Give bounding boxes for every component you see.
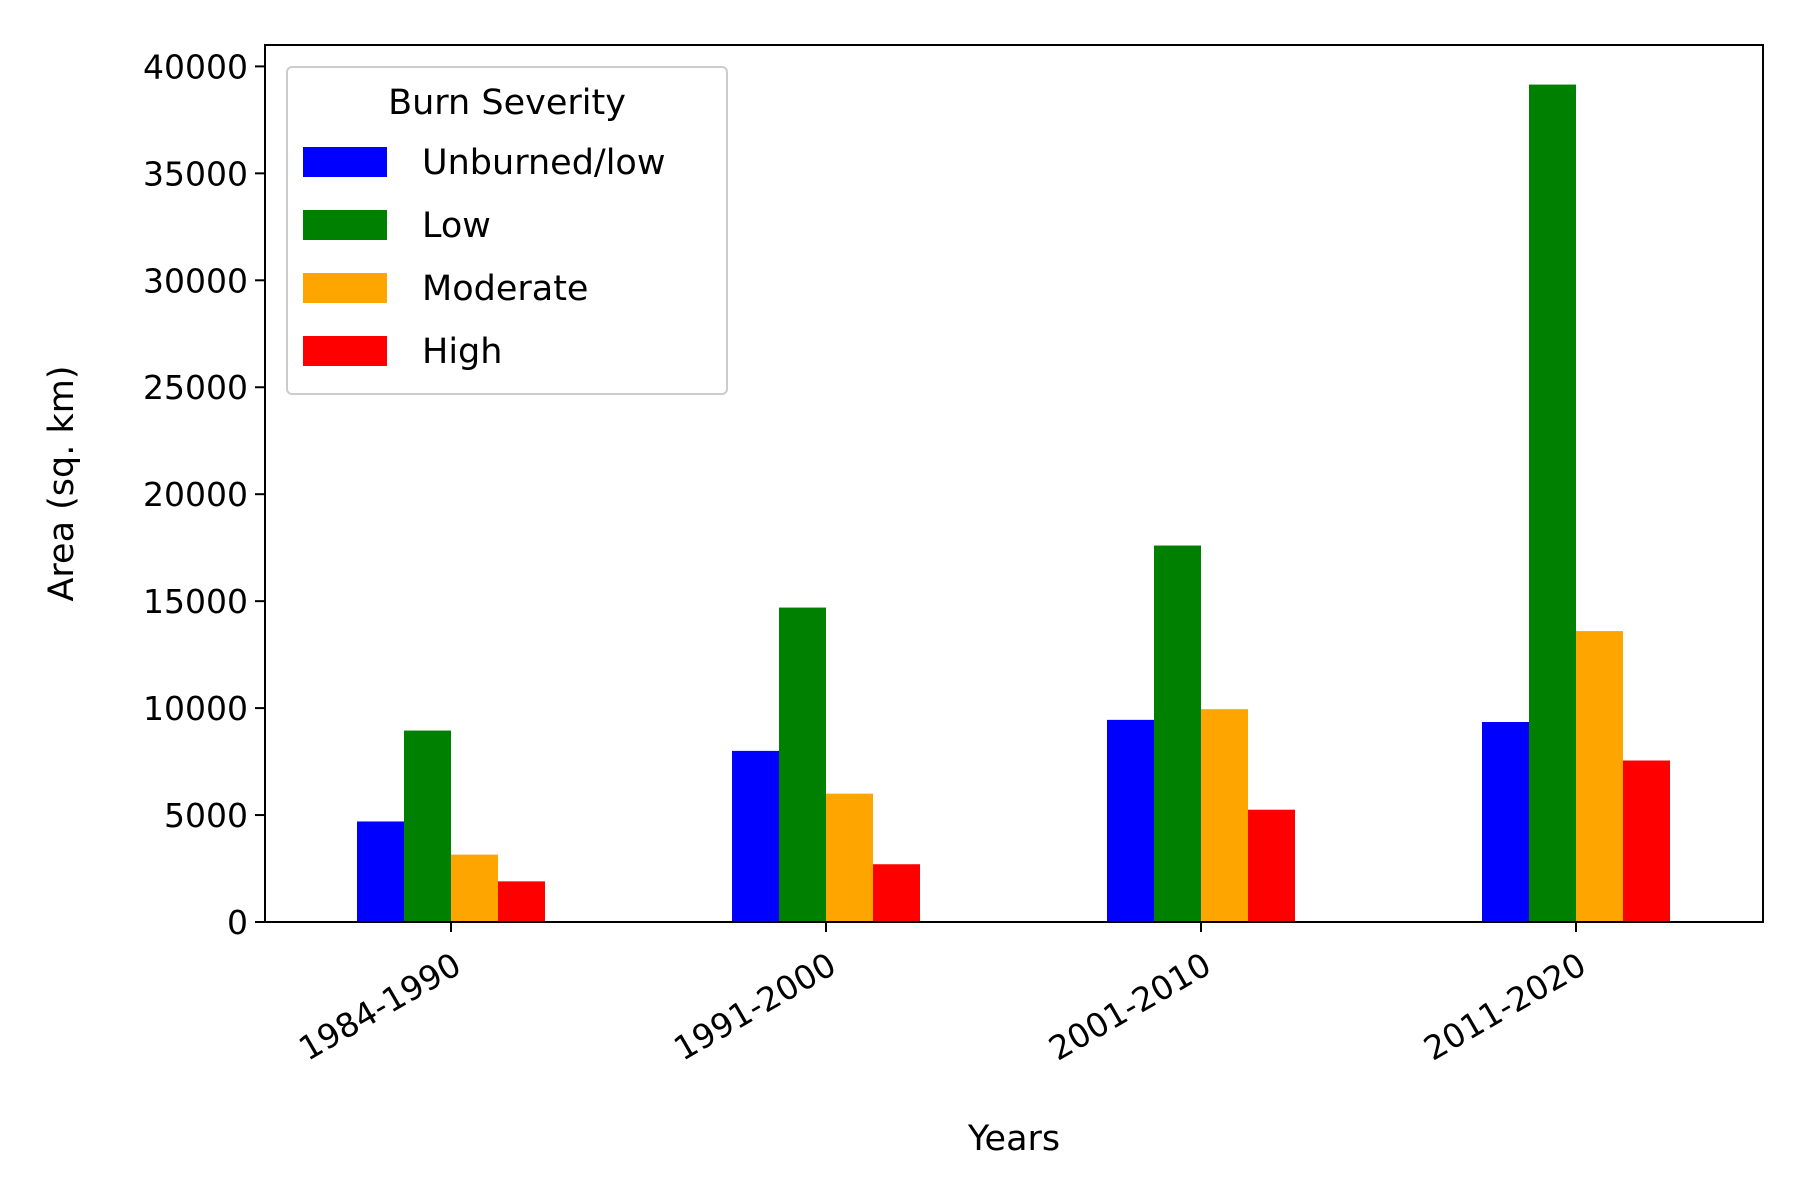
- bar-high-2011-2020: [1623, 760, 1670, 922]
- axes-frame: [264, 44, 1764, 923]
- legend-swatch: [303, 273, 387, 303]
- legend-title: Burn Severity: [388, 83, 626, 123]
- legend-swatch: [303, 336, 387, 366]
- y-axis-label: Area (sq. km): [42, 365, 82, 601]
- legend-swatch: [303, 147, 387, 177]
- bar-low-1984-1990: [404, 730, 451, 922]
- bar-low-2011-2020: [1529, 84, 1576, 922]
- y-tick-label: 25000: [143, 368, 248, 407]
- x-tick-label: 1984-1990: [292, 945, 467, 1069]
- y-tick-label: 40000: [143, 47, 248, 86]
- x-tick-label: 2011-2020: [1417, 945, 1592, 1069]
- x-tick-label: 1991-2000: [667, 945, 842, 1069]
- y-tick-label: 10000: [143, 689, 248, 728]
- x-axis-label: Years: [967, 1119, 1060, 1159]
- bar-low-1991-2000: [779, 607, 826, 922]
- legend-label: Unburned/low: [422, 143, 665, 183]
- bar-moderate-1984-1990: [451, 854, 498, 922]
- bar-unburned-low-1984-1990: [357, 821, 404, 922]
- bar-low-2001-2010: [1154, 545, 1201, 922]
- bar-unburned-low-2011-2020: [1482, 722, 1529, 922]
- bar-high-1984-1990: [498, 881, 545, 922]
- bar-high-1991-2000: [873, 864, 920, 922]
- bar-moderate-2011-2020: [1576, 631, 1623, 922]
- y-tick-label: 30000: [143, 261, 248, 300]
- legend-label: Moderate: [422, 269, 588, 309]
- bar-unburned-low-1991-2000: [732, 750, 779, 922]
- legend-entries: Unburned/low Low Moderate High: [303, 143, 665, 372]
- bars: [357, 84, 1670, 922]
- legend-label: High: [422, 332, 502, 372]
- y-tick-label: 0: [227, 903, 248, 942]
- bar-high-2001-2010: [1248, 809, 1295, 922]
- bar-moderate-1991-2000: [826, 793, 873, 922]
- x-tick-label: 2001-2010: [1042, 945, 1217, 1069]
- legend: Burn Severity Unburned/low Low Moderate Hig…: [286, 66, 728, 395]
- y-tick-label: 20000: [143, 475, 248, 514]
- bar-unburned-low-2001-2010: [1107, 719, 1154, 922]
- legend-swatch: [303, 210, 387, 240]
- y-tick-label: 35000: [143, 154, 248, 193]
- legend-box: [286, 66, 728, 395]
- bar-moderate-2001-2010: [1201, 709, 1248, 922]
- legend-label: Low: [422, 206, 491, 246]
- y-tick-label: 15000: [143, 582, 248, 621]
- y-axis: 0 5000 10000 15000 20000 25000 30000 35000 40000: [143, 47, 265, 942]
- x-axis: 1984-1990 1991-2000 2001-2010 2011-2020: [292, 922, 1592, 1068]
- y-tick-label: 5000: [164, 796, 248, 835]
